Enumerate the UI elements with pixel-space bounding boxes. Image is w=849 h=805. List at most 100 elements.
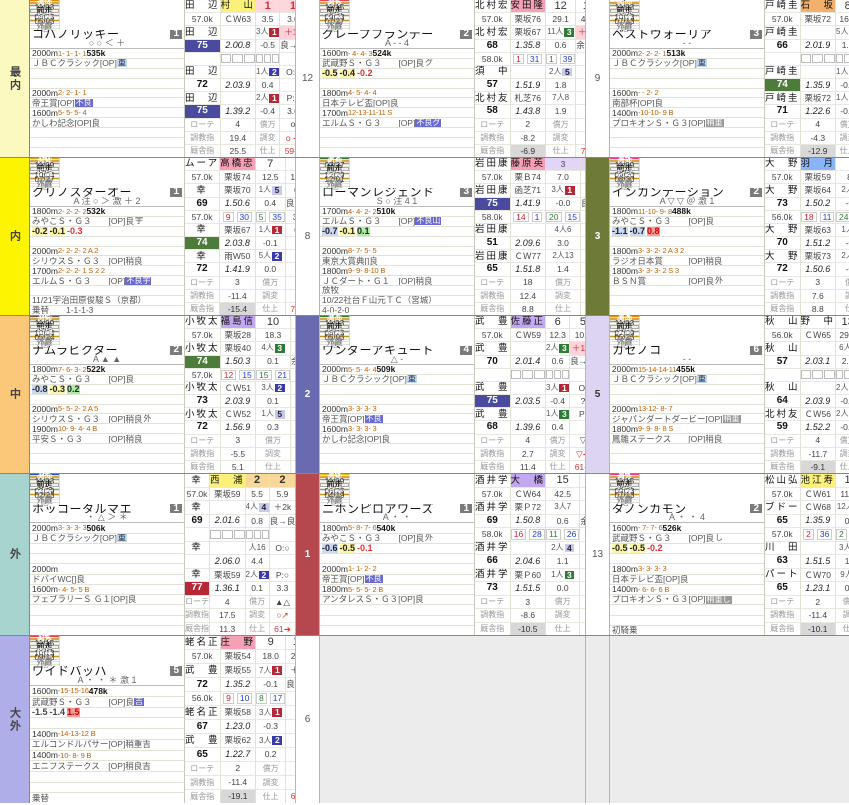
- race-title-row[interactable]: かしわ記念[OP]良: [320, 434, 474, 445]
- horse-name-row[interactable]: グレープブランデー 2: [320, 30, 474, 39]
- race-title-row[interactable]: プロキオンＳ・Ｇ３[OP] 稍重し: [610, 595, 764, 606]
- race-distance-row[interactable]: 1700m 4- 4- 2- 2 510k: [320, 207, 474, 217]
- race-title-row[interactable]: 鳳雛ステークス [OP]稍良: [610, 434, 764, 445]
- horse-number[interactable]: 11: [320, 311, 349, 322]
- race-distance-row[interactable]: 1700m 2- 2- 2- 1 S 2 2: [30, 266, 184, 277]
- horse-entry-card[interactable]: 8 牡5 盛岡 11/03 前走 UAE 03/29 東京 02/23 休養 外厩他ホッコータルマエ…: [30, 469, 296, 635]
- horse-entry-card[interactable]: 15 牡4 京都 11/09 前走 新潟 09/20 新潟 08/30 休養 外厩他インカンテーショ…: [610, 153, 849, 315]
- race-title-row[interactable]: シリウスＳ・Ｇ３ [OP]稍良外: [30, 414, 184, 425]
- horse-name-row[interactable]: ローマンレジェンド 3: [320, 188, 474, 197]
- horse-name-row[interactable]: ワンダーアキュート 4: [320, 346, 474, 355]
- race-distance-row[interactable]: 2000m 5- 5- 2- 2 A 5: [30, 405, 184, 415]
- race-title-row[interactable]: ＪＢＣクラシック[OP] 重: [320, 375, 474, 385]
- race-distance-row[interactable]: 2000m 5- 5- 4- 4 509k: [320, 365, 474, 375]
- race-title-row[interactable]: ＢＳＮ賞 [OP]良外: [610, 276, 764, 287]
- race-distance-row[interactable]: 1800m 4- 5- 4- 4: [320, 89, 474, 99]
- race-distance-row[interactable]: 1800m 5- 8- 7- 6 540k: [320, 523, 474, 534]
- race-distance-row[interactable]: 1600m - 4- 5- 5 B: [30, 585, 184, 596]
- race-distance-row[interactable]: 2000m 2- 2- 2- 2 A 2: [30, 247, 184, 257]
- horse-number[interactable]: 4: [30, 311, 59, 322]
- race-title-row[interactable]: ジャパンダートダービー[OP] 稍重: [610, 414, 764, 425]
- race-distance-row[interactable]: 1800m 2- 2- 2- 2 532k: [30, 207, 184, 217]
- trainer-name[interactable]: 村 山: [220, 0, 256, 14]
- horse-entry-card[interactable]: 5 牡5 東京 11/15 前走 東京 10/13 阪神 09/13 休養 外厩他ワイドバッハ 5 A …: [30, 631, 312, 803]
- horse-entry-card[interactable]: 13 牡3 盛岡 11/03 前走 大井 07/09 京都 05/25 休養 外厩他カゼノコ 6- -…: [610, 311, 849, 474]
- race-title-row[interactable]: 帝王賞[OP] 不良: [320, 414, 474, 425]
- trainer-name[interactable]: 池江寿: [800, 474, 836, 488]
- race-title-row[interactable]: エルコンドルパサー[OP]稍重吉: [30, 740, 184, 751]
- race-distance-row[interactable]: 2000m 1- 1- 1- 1 535k: [30, 49, 184, 59]
- race-distance-row[interactable]: 2000m 15-14-14-11 455k: [610, 365, 764, 375]
- trainer-name[interactable]: 安田隆: [510, 0, 546, 14]
- race-title-row[interactable]: エルムＳ・Ｇ３ [OP] 不良グ: [320, 118, 474, 129]
- race-title-row[interactable]: 日本テレビ盃[OP]良: [320, 98, 474, 109]
- race-distance-row[interactable]: 1400m -10-10- 9 B: [610, 108, 764, 119]
- race-distance-row[interactable]: 2000m 2- 2- 2- 1 513k: [610, 49, 764, 59]
- race-title-row[interactable]: みやこＳ・Ｇ３ [OP]良: [30, 375, 184, 385]
- race-title-row[interactable]: 日本テレビ盃[OP]良: [610, 575, 764, 585]
- jockey-name[interactable]: 岩田康: [475, 158, 510, 172]
- horse-number[interactable]: 5: [30, 631, 59, 642]
- trainer-name[interactable]: 福島信: [220, 316, 256, 330]
- race-title-row[interactable]: かしわ記念[OP]良: [30, 118, 184, 129]
- trainer-name[interactable]: 石 坂: [800, 0, 836, 14]
- race-title-row[interactable]: プロキオンＳ・Ｇ３[OP] 稍重: [610, 118, 764, 129]
- jockey-name[interactable]: ムーア: [185, 158, 220, 172]
- race-distance-row[interactable]: 2000m: [30, 564, 184, 575]
- horse-entry-card[interactable]: 14牡4盛岡11/03前走大井06/25船橋05/05休養外厩他コバノリッキー1…: [30, 0, 306, 157]
- horse-name-row[interactable]: ニホンピロアワーズ 1: [320, 504, 474, 514]
- race-title-row[interactable]: エルムＳ・Ｇ３ [OP] 不良山: [320, 217, 474, 227]
- race-distance-row[interactable]: 2000m 3- 3- 3- 3 506k: [30, 523, 184, 534]
- race-title-row[interactable]: 南部杯[OP]良: [610, 98, 764, 109]
- horse-name-row[interactable]: クリノスターオー 1: [30, 188, 184, 197]
- race-distance-row[interactable]: 1600m - - 2- 2: [610, 89, 764, 99]
- jockey-name[interactable]: 酒井学: [475, 474, 510, 488]
- race-distance-row[interactable]: 1800m 9- 9- 8- 8 S: [610, 424, 764, 435]
- jockey-name[interactable]: 田 辺: [185, 0, 220, 14]
- jockey-name[interactable]: 戸崎圭: [765, 0, 800, 14]
- race-distance-row[interactable]: 2000m 13-12- 8- 7: [610, 405, 764, 415]
- horse-name-row[interactable]: カゼノコ 6: [610, 346, 764, 355]
- jockey-name[interactable]: 幸: [185, 474, 209, 488]
- trainer-name[interactable]: 高橋忠: [220, 158, 255, 172]
- trainer-name[interactable]: 西 浦: [210, 474, 245, 488]
- race-distance-row[interactable]: 1600m - 7- 7- 6 526k: [610, 523, 764, 534]
- horse-number[interactable]: 16: [610, 469, 639, 480]
- race-distance-row[interactable]: 1700m 12-13-11-11 S: [320, 108, 474, 119]
- trainer-name[interactable]: 庄 野: [220, 636, 256, 650]
- horse-name-row[interactable]: インカンテーション 2: [610, 188, 764, 197]
- race-title-row[interactable]: 帝王賞[OP] 不良: [30, 98, 184, 109]
- race-title-row[interactable]: ドバイWC[]良: [30, 575, 184, 585]
- race-title-row[interactable]: 武蔵野Ｓ・Ｇ３ [OP]良し: [610, 534, 764, 544]
- horse-number[interactable]: 10: [320, 469, 349, 480]
- race-title-row[interactable]: アンタレスＳ・Ｇ３[OP]良: [320, 595, 474, 606]
- race-title-row[interactable]: シリウスＳ・Ｇ３ [OP]稍良: [30, 256, 184, 267]
- horse-entry-card[interactable]: 10 牡7 京都 11/09 前走 大井 06/25 阪神 04/19 休養 外厩他ニホンピロアワー…: [320, 469, 606, 635]
- horse-number[interactable]: 8: [30, 469, 59, 480]
- race-title-row[interactable]: 東京大賞典[]良: [320, 256, 474, 267]
- race-distance-row[interactable]: 1800m 7- 6- 3- 2 522k: [30, 365, 184, 375]
- race-title-row[interactable]: ＪＣダート・Ｇ１ [OP]稍良: [320, 276, 474, 287]
- trainer-name[interactable]: 野 中: [800, 316, 836, 330]
- race-title-row[interactable]: ラジオ日本賞 [OP]稍良: [610, 256, 764, 267]
- race-distance-row[interactable]: 1400m - 6- 6- 6 B: [610, 585, 764, 596]
- jockey-name[interactable]: 蛯名正: [185, 636, 220, 650]
- trainer-name[interactable]: 大 橋: [510, 474, 546, 488]
- horse-entry-card[interactable]: 12 牡6 札幌 07/27 前走 大井 12/29 阪神 12/01 休養 外厩他ローマンレジェン…: [320, 153, 607, 315]
- race-title-row[interactable]: みやこＳ・Ｇ３ [OP]良外: [320, 534, 474, 544]
- race-title-row[interactable]: みやこＳ・Ｇ３ [OP]良宇: [30, 217, 184, 227]
- race-distance-row[interactable]: 1400m -10- 8- 9 B: [30, 751, 184, 762]
- horse-name-row[interactable]: ワイドバッハ 5: [30, 666, 184, 676]
- horse-name-row[interactable]: ベストウォーリア 3: [610, 30, 764, 39]
- race-distance-row[interactable]: 1800m 9- 9- 8-10 B: [320, 266, 474, 277]
- race-distance-row[interactable]: 1600m -15-15-16 478k: [30, 686, 184, 698]
- horse-entry-card[interactable]: 9 牡4 京都 11/09 前走 阪神 10/04 札幌 07/27 休養 外厩他クリノスターオー 1…: [30, 153, 312, 316]
- race-distance-row[interactable]: 2000m 2- 2- 1- 1: [30, 89, 184, 99]
- race-distance-row[interactable]: 1600m 3- 3- 3- 3: [320, 424, 474, 435]
- trainer-name[interactable]: 羽 月: [800, 158, 836, 172]
- race-distance-row[interactable]: 1800m 3- 3- 2- 2 A 3 2: [610, 247, 764, 257]
- jockey-name[interactable]: 秋 山: [765, 316, 800, 330]
- race-title-row[interactable]: フェブラリーＳ Ｇ１[OP]良: [30, 595, 184, 606]
- horse-entry-card[interactable]: 16 牡8 東京 11/15 前走 船橋 09/23 中京 07/13 休養 外厩他ダノンカモン 2 A…: [610, 469, 849, 635]
